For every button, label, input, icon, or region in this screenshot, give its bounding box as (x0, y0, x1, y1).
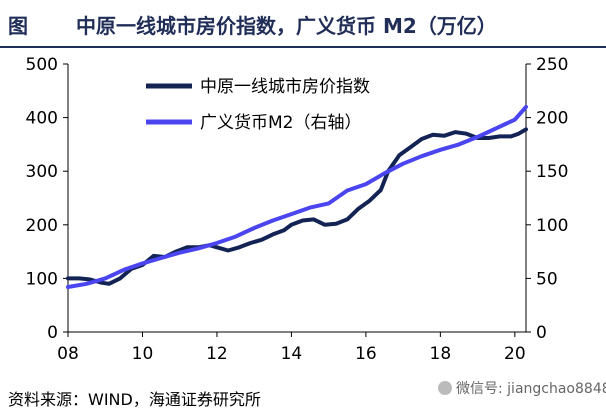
legend-label-housing-index: 中原一线城市房价指数 (200, 77, 370, 97)
x-tick-label: 12 (206, 344, 228, 364)
x-tick-label: 10 (132, 344, 154, 364)
y-right-tick-label: 0 (536, 323, 547, 343)
y-right-tick-label: 200 (536, 109, 568, 129)
y-left-tick-label: 100 (26, 269, 58, 289)
y-left-tick-label: 400 (26, 109, 58, 129)
legend-label-m2: 广义货币M2（右轴） (200, 113, 361, 133)
x-tick-label: 18 (430, 344, 452, 364)
y-left-tick-label: 500 (26, 55, 58, 75)
line-chart: 0 100 200 300 400 500 0 50 100 150 200 250 08 10 12 14 1… (26, 55, 569, 364)
y-right-tick-label: 150 (536, 162, 568, 182)
title-bar: 图 中原一线城市房价指数，广义货币 M2（万亿） (0, 0, 606, 48)
y-right-tick-label: 100 (536, 216, 568, 236)
watermark-text: 微信号: jiangchao8848 (456, 381, 606, 397)
y-left-tick-label: 0 (47, 323, 58, 343)
figure-label: 图 (8, 14, 28, 38)
y-left-tick-label: 200 (26, 216, 58, 236)
y-right-tick-label: 250 (536, 55, 568, 75)
series-line-housing-index (66, 127, 528, 286)
chart-title: 中原一线城市房价指数，广义货币 M2（万亿） (76, 14, 497, 38)
x-tick-label: 16 (355, 344, 377, 364)
wechat-icon (438, 381, 452, 395)
x-tick-label: 14 (281, 344, 303, 364)
series-line-m2 (66, 104, 528, 289)
y-left-tick-label: 300 (26, 162, 58, 182)
x-tick-label: 20 (504, 344, 526, 364)
source-note: 资料来源：WIND，海通证券研究所 (8, 390, 261, 409)
y-right-tick-label: 50 (536, 269, 558, 289)
watermark: 微信号: jiangchao8848 (438, 378, 606, 398)
x-tick-label: 08 (57, 344, 79, 364)
